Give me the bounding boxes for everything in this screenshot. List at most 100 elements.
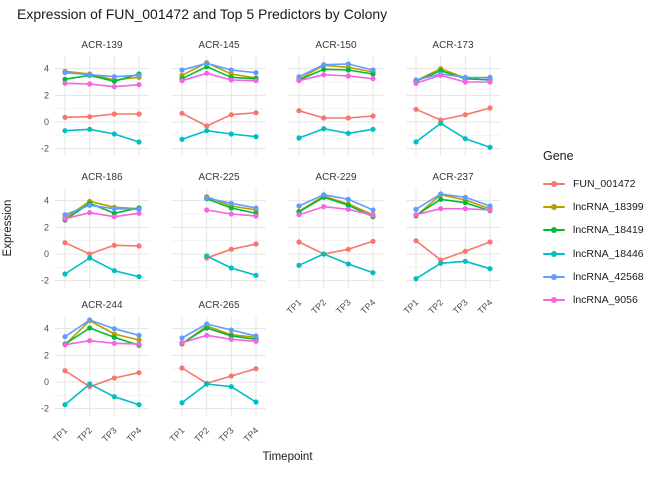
- facet-ACR-265: ACR-265 TP1 TP2 TP3 TP4: [168, 300, 266, 444]
- series-line-lncRNA_9056: [298, 205, 374, 217]
- data-point: [204, 60, 210, 66]
- data-point: [321, 115, 327, 121]
- facet-ACR-225: ACR-225: [172, 172, 266, 288]
- data-point: [438, 196, 444, 202]
- data-point: [413, 106, 419, 112]
- data-point: [87, 202, 93, 208]
- series-line-lncRNA_42568: [64, 71, 140, 78]
- data-point: [204, 128, 210, 134]
- data-point: [345, 206, 351, 212]
- x-axis-title: Timepoint: [262, 451, 313, 463]
- legend-title: Gene: [543, 149, 574, 163]
- y-tick-label: 2: [44, 222, 49, 232]
- data-point: [111, 84, 117, 90]
- data-point: [136, 370, 142, 376]
- legend-item-label: lncRNA_9056: [573, 294, 638, 307]
- series-line-lncRNA_18419: [415, 198, 491, 216]
- data-point: [253, 213, 259, 219]
- data-point: [321, 126, 327, 132]
- data-point: [111, 74, 117, 80]
- data-point: [370, 270, 376, 276]
- legend-item: lncRNA_42568: [543, 265, 644, 288]
- data-point: [345, 67, 351, 73]
- data-point: [370, 113, 376, 119]
- data-point: [62, 114, 68, 120]
- legend-item: lncRNA_18446: [543, 242, 644, 265]
- data-point: [370, 126, 376, 132]
- data-point: [462, 200, 468, 206]
- data-point: [345, 130, 351, 136]
- data-point: [296, 135, 302, 141]
- facet-ACR-229: ACR-229 TP1 TP2 TP3 TP4: [285, 172, 383, 316]
- series-line-lncRNA_42568: [64, 319, 140, 338]
- x-tick-label: TP4: [476, 297, 495, 316]
- y-tick-label: 0: [44, 249, 49, 259]
- series-line-lncRNA_18419: [64, 327, 140, 347]
- y-tick-label: 4: [44, 64, 49, 74]
- series-line-lncRNA_18399: [298, 64, 374, 80]
- data-point: [204, 207, 210, 213]
- data-point: [111, 334, 117, 340]
- data-point: [462, 112, 468, 118]
- series-line-lncRNA_9056: [64, 82, 140, 88]
- data-point: [62, 342, 68, 348]
- data-point: [487, 144, 493, 150]
- data-point: [296, 74, 302, 80]
- data-point: [321, 62, 327, 68]
- series-line-lncRNA_42568: [415, 73, 491, 81]
- data-point: [438, 72, 444, 78]
- data-point: [462, 74, 468, 80]
- x-tick-label: TP1: [285, 297, 304, 316]
- data-point: [136, 139, 142, 145]
- data-point: [253, 333, 259, 339]
- data-point: [487, 105, 493, 111]
- data-point: [204, 321, 210, 327]
- series-line-lncRNA_9056: [64, 339, 140, 346]
- data-point: [487, 75, 493, 81]
- series-line-FUN_001472: [64, 370, 140, 388]
- data-point: [87, 114, 93, 120]
- x-tick-label: TP3: [217, 425, 236, 444]
- data-point: [345, 73, 351, 79]
- data-point: [228, 112, 234, 118]
- data-point: [62, 368, 68, 374]
- data-point: [413, 212, 419, 218]
- facet-strip-label: ACR-229: [315, 172, 357, 183]
- facet-strip-label: ACR-265: [198, 300, 240, 311]
- series-line-FUN_001472: [298, 109, 374, 119]
- facet-strip-label: ACR-244: [81, 300, 123, 311]
- data-point: [253, 399, 259, 405]
- data-point: [438, 120, 444, 126]
- data-point: [487, 79, 493, 85]
- data-point: [296, 239, 302, 245]
- data-point: [62, 76, 68, 82]
- series-line-FUN_001472: [181, 367, 257, 385]
- data-point: [179, 110, 185, 116]
- data-point: [345, 246, 351, 252]
- data-point: [62, 128, 68, 134]
- data-point: [204, 195, 210, 201]
- data-point: [321, 251, 327, 257]
- legend: Gene FUN_001472 lncRNA_18399 lncRNA_1841…: [543, 149, 644, 312]
- data-point: [438, 206, 444, 212]
- data-point: [487, 203, 493, 209]
- chart-title: Expression of FUN_001472 and Top 5 Predi…: [17, 6, 388, 22]
- series-line-lncRNA_18419: [298, 68, 374, 81]
- x-tick-label: TP1: [168, 425, 187, 444]
- data-point: [179, 335, 185, 341]
- series-line-lncRNA_18446: [415, 260, 491, 280]
- facet-ACR-145: ACR-145: [172, 40, 266, 156]
- data-point: [111, 268, 117, 274]
- data-point: [136, 341, 142, 347]
- facet-strip-label: ACR-237: [432, 172, 474, 183]
- series-line-lncRNA_9056: [181, 72, 257, 82]
- data-point: [136, 337, 142, 343]
- data-point: [111, 242, 117, 248]
- data-point: [253, 78, 259, 84]
- data-point: [253, 366, 259, 372]
- facet-ACR-244: ACR-244 -2 0 2 4 TP1 TP2 TP3 TP4: [41, 300, 149, 444]
- series-line-lncRNA_42568: [298, 63, 374, 78]
- series-line-lncRNA_18399: [181, 61, 257, 79]
- legend-item-label: lncRNA_42568: [573, 270, 644, 283]
- data-point: [179, 365, 185, 371]
